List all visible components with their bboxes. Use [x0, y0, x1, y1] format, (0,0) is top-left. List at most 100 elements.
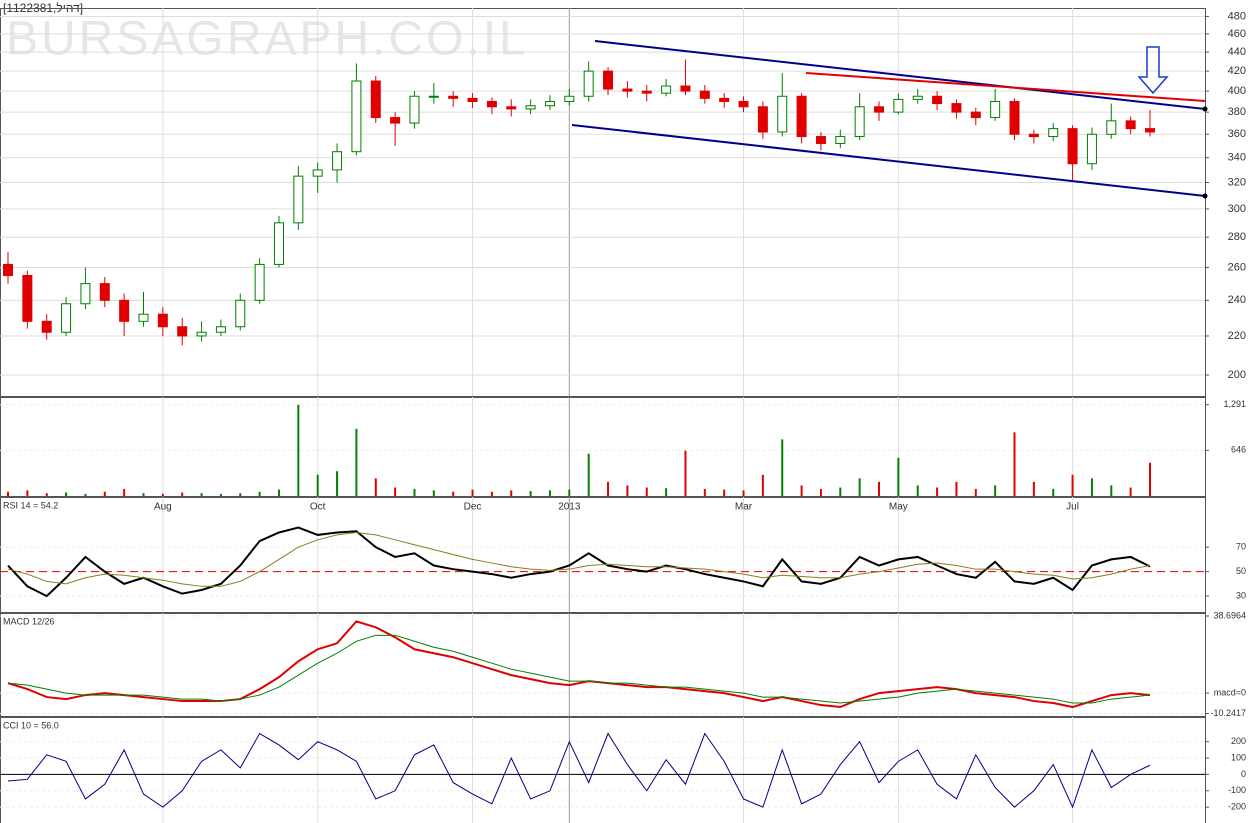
panel-title: CCI 10 = 56.0: [3, 720, 59, 730]
candle-body: [893, 98, 904, 113]
y-tick-label: 400: [1228, 85, 1246, 97]
candle-body: [1048, 128, 1059, 138]
candle-body: [409, 95, 420, 124]
candle-body: [796, 95, 807, 138]
candle-body: [99, 283, 110, 301]
series-line: [7, 634, 1151, 704]
candle-body: [932, 95, 943, 105]
candle-body: [1106, 120, 1117, 135]
x-tick-label: Oct: [310, 502, 326, 513]
candle-body: [912, 95, 923, 100]
candle-body: [486, 100, 497, 108]
candle-body: [583, 70, 594, 97]
y-tick-label: 300: [1228, 203, 1246, 215]
candle-body: [757, 106, 768, 133]
candle-body: [603, 70, 614, 90]
y-tick-label: 200: [1228, 369, 1246, 381]
panel-title: MACD 12/26: [3, 616, 55, 626]
y-tick-label: 38.6964: [1213, 610, 1246, 620]
y-tick-label: 480: [1228, 10, 1246, 22]
panel-frame: [0, 717, 1206, 823]
candle-body: [428, 95, 439, 98]
x-tick-label: May: [889, 502, 908, 513]
y-tick-label: -200: [1228, 802, 1246, 812]
y-tick-label: 100: [1231, 752, 1246, 762]
y-tick-label: 340: [1228, 152, 1246, 164]
candle-body: [157, 313, 168, 328]
candle-body: [1009, 100, 1020, 135]
candle-body: [41, 320, 52, 333]
y-tick-label: macd=0: [1214, 687, 1246, 697]
candle-body: [196, 331, 207, 337]
candle-body: [390, 117, 401, 124]
candle-body: [622, 88, 633, 92]
panel-frame: [0, 397, 1206, 497]
candle-body: [970, 111, 981, 119]
candle-body: [951, 103, 962, 113]
panel-frame: [0, 497, 1206, 613]
trend-line: [571, 124, 1206, 197]
candle-body: [254, 263, 265, 301]
candle-body: [777, 95, 788, 133]
candle-body: [564, 95, 575, 102]
candle-body: [467, 97, 478, 102]
x-tick-label: Dec: [464, 502, 482, 513]
y-tick-label: 70: [1236, 542, 1246, 552]
x-tick-label: 2013: [558, 502, 581, 513]
candle-body: [641, 90, 652, 94]
y-tick-label: 280: [1228, 231, 1246, 243]
line-end: [1202, 193, 1208, 199]
y-tick-label: 360: [1228, 128, 1246, 140]
candle-body: [1067, 128, 1078, 165]
panel-frame: [0, 8, 1206, 397]
candle-body: [854, 106, 865, 138]
candle-body: [119, 299, 130, 322]
panel-frame: [0, 613, 1206, 717]
series-line: [7, 526, 1151, 598]
candle-body: [61, 303, 72, 333]
series-line: [7, 531, 1151, 587]
candle-body: [661, 85, 672, 94]
candle-body: [273, 222, 284, 265]
y-tick-label: 1,291: [1223, 399, 1246, 409]
candle-body: [506, 106, 517, 110]
candle-body: [235, 299, 246, 328]
candle-body: [1086, 133, 1097, 165]
candle-body: [874, 106, 885, 113]
y-tick-label: 260: [1228, 261, 1246, 273]
trend-line: [805, 72, 1206, 102]
candle-body: [177, 326, 188, 337]
candle-body: [699, 90, 710, 99]
candle-body: [138, 313, 149, 322]
candle-body: [1145, 128, 1155, 133]
candle-body: [990, 100, 1001, 119]
y-tick-label: 420: [1228, 65, 1246, 77]
y-tick-label: 380: [1228, 106, 1246, 118]
x-tick-label: Aug: [154, 502, 172, 513]
trend-line: [594, 40, 1206, 110]
candle-body: [22, 274, 33, 322]
candle-body: [370, 80, 381, 119]
y-tick-label: 220: [1228, 330, 1246, 342]
candle-body: [525, 105, 536, 110]
candle-body: [680, 85, 691, 92]
candle-body: [719, 97, 730, 102]
candle-body: [80, 283, 91, 305]
candle-body: [835, 136, 846, 144]
y-tick-label: 646: [1231, 445, 1246, 455]
line-end: [1202, 106, 1208, 112]
plot-layer: Aug Oct Dec 2013 Mar May Jul200220240260280300…: [0, 8, 1246, 823]
candle-body: [448, 95, 459, 99]
candle-body: [293, 175, 304, 224]
y-tick-label: 0: [1241, 769, 1246, 779]
candle-body: [544, 100, 555, 107]
candle-body: [738, 100, 749, 108]
panel-title: RSI 14 = 54.2: [3, 500, 58, 510]
candle-body: [215, 326, 226, 333]
candle-body: [815, 136, 826, 144]
candle-body: [1125, 120, 1136, 130]
y-tick-label: 240: [1228, 294, 1246, 306]
y-tick-label: -10.2417: [1210, 708, 1246, 718]
